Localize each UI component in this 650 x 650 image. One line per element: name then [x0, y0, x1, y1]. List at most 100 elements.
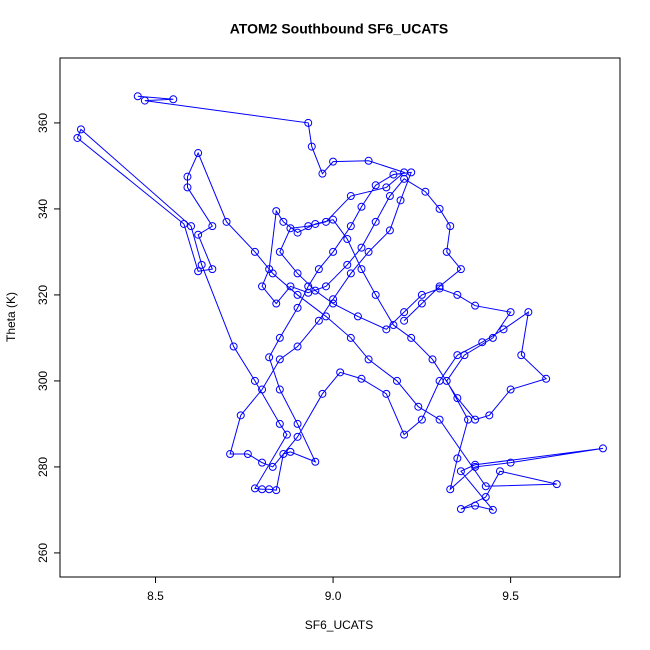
data-point: [250, 376, 259, 385]
data-point: [446, 222, 455, 231]
data-point: [272, 486, 281, 495]
data-point: [346, 192, 355, 201]
data-point: [456, 265, 465, 274]
data-point: [194, 267, 203, 276]
y-tick-label: 320: [36, 285, 50, 305]
data-point: [506, 385, 515, 394]
data-point: [226, 450, 235, 459]
data-point: [389, 170, 398, 179]
data-point: [314, 316, 323, 325]
data-point: [321, 282, 330, 291]
data-point: [506, 458, 515, 467]
data-point: [311, 286, 320, 295]
data-point: [76, 125, 85, 134]
data-point: [258, 282, 267, 291]
data-point: [304, 118, 313, 127]
data-point: [435, 376, 444, 385]
data-point: [343, 235, 352, 244]
y-axis-label: Theta (K): [4, 292, 18, 342]
data-point: [197, 260, 206, 269]
data-point: [275, 355, 284, 364]
y-tick-label: 260: [36, 543, 50, 563]
data-point: [314, 265, 323, 274]
data-point: [250, 247, 259, 256]
data-point: [442, 247, 451, 256]
data-point: [293, 342, 302, 351]
data-point: [435, 415, 444, 424]
data-point: [357, 243, 366, 252]
data-point: [183, 172, 192, 181]
data-point: [304, 288, 313, 297]
data-point: [407, 333, 416, 342]
data-point: [371, 290, 380, 299]
data-point: [346, 333, 355, 342]
data-point: [471, 460, 480, 469]
data-point: [318, 389, 327, 398]
data-point: [307, 142, 316, 151]
data-line: [76, 95, 604, 511]
data-point: [243, 450, 252, 459]
data-point: [187, 222, 196, 231]
data-point: [304, 282, 313, 291]
data-point: [357, 202, 366, 211]
data-point: [321, 217, 330, 226]
data-point: [488, 505, 497, 514]
data-point: [169, 95, 178, 104]
data-point: [275, 419, 284, 428]
data-point: [471, 301, 480, 310]
data-point: [495, 467, 504, 476]
data-point: [400, 308, 409, 317]
data-point: [414, 402, 423, 411]
data-point: [321, 312, 330, 321]
data-point: [471, 462, 480, 471]
data-point: [265, 353, 274, 362]
data-point: [258, 385, 267, 394]
data-point: [453, 351, 462, 360]
data-point: [471, 415, 480, 424]
data-point: [329, 247, 338, 256]
data-point: [446, 485, 455, 494]
data-point: [140, 96, 149, 105]
data-point: [396, 196, 405, 205]
data-point: [400, 174, 409, 183]
x-tick-label: 9.0: [325, 589, 342, 603]
data-point: [400, 430, 409, 439]
data-point: [346, 269, 355, 278]
data-point: [293, 269, 302, 278]
y-tick-label: 360: [36, 113, 50, 133]
data-point: [346, 222, 355, 231]
data-point: [304, 222, 313, 231]
data-point: [208, 222, 217, 231]
data-point: [417, 299, 426, 308]
data-point: [382, 389, 391, 398]
data-point: [293, 419, 302, 428]
data-point: [435, 282, 444, 291]
data-point: [517, 351, 526, 360]
data-point: [258, 458, 267, 467]
data-point: [275, 385, 284, 394]
data-point: [194, 230, 203, 239]
data-point: [353, 312, 362, 321]
data-point: [279, 450, 288, 459]
data-point: [272, 207, 281, 216]
data-point: [293, 432, 302, 441]
data-point: [453, 454, 462, 463]
data-point: [488, 333, 497, 342]
data-point: [364, 355, 373, 364]
data-point: [194, 149, 203, 158]
data-point: [286, 447, 295, 456]
data-point: [133, 92, 142, 101]
data-point: [382, 325, 391, 334]
data-point: [471, 501, 480, 510]
data-point: [329, 157, 338, 166]
data-point: [311, 219, 320, 228]
data-point: [542, 374, 551, 383]
data-point: [279, 217, 288, 226]
data-point: [598, 444, 607, 453]
data-point: [357, 374, 366, 383]
data-point: [481, 493, 490, 502]
data-point: [478, 338, 487, 347]
data-point: [421, 187, 430, 196]
data-point: [364, 247, 373, 256]
